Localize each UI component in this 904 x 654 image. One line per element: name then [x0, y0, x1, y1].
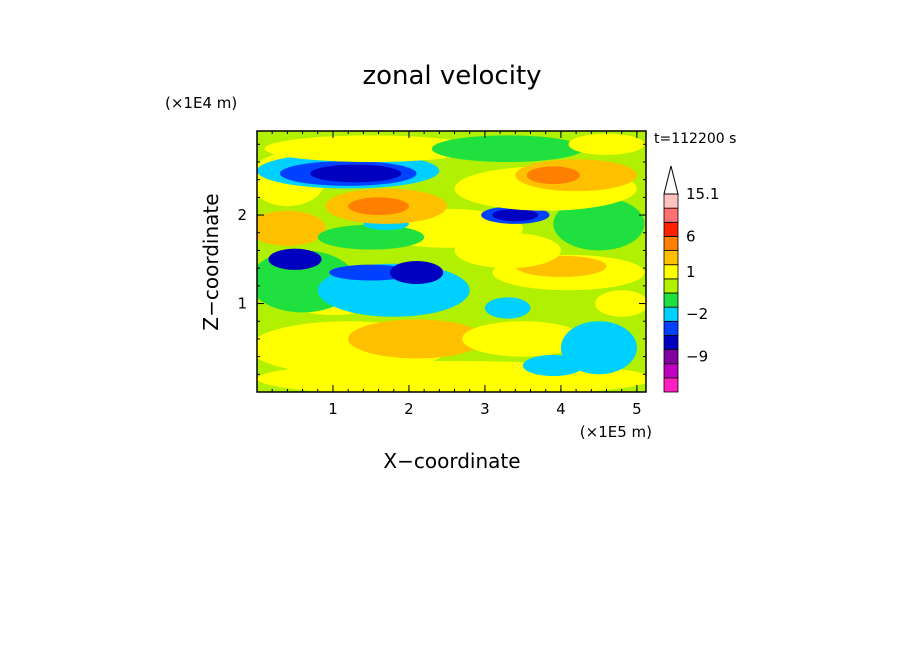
contour-region-28	[526, 166, 580, 185]
x-axis-ticks: 1 2 3 4 5	[271, 131, 642, 418]
time-label: t=112200 s	[654, 131, 736, 147]
chart-title: zonal velocity	[362, 61, 541, 91]
contour-region-21	[553, 197, 645, 251]
x-tick-label-3: 3	[480, 400, 490, 418]
plot-frame	[256, 130, 647, 393]
y-axis-ticks: 12	[237, 143, 646, 375]
colorbar-segment-1	[663, 363, 679, 379]
contour-region-11	[268, 248, 322, 270]
colorbar-segment-4	[663, 320, 679, 336]
contour-region-19	[317, 224, 425, 250]
contour-region-35	[568, 133, 645, 155]
contour-region-5	[522, 354, 584, 377]
colorbar-label-1: −2	[686, 305, 708, 323]
x-tick-label-5: 5	[632, 400, 642, 418]
y-unit-label: (×1E4 m)	[165, 94, 237, 112]
colorbar-segment-0	[663, 377, 679, 393]
colorbar-segment-10	[663, 236, 679, 251]
colorbar-label-0: −9	[686, 348, 708, 366]
contour-region-8	[595, 290, 646, 317]
contour-region-25	[348, 197, 409, 216]
contour-region-3	[462, 321, 584, 357]
colorbar-segment-5	[663, 306, 679, 322]
colorbar-segment-12	[663, 207, 679, 223]
colorbar-label-3: 6	[686, 227, 696, 245]
colorbar-segment-7	[663, 278, 679, 294]
y-tick-label-1: 1	[237, 295, 247, 313]
y-axis-label: Z−coordinate	[199, 193, 223, 330]
colorbar-segment-9	[663, 250, 679, 266]
contour-region-6	[484, 297, 531, 319]
colorbar-segment-11	[663, 221, 679, 237]
x-tick-label-4: 4	[556, 400, 566, 418]
colorbar: −9 −2 1 6 15.1	[663, 165, 719, 393]
colorbar-segment-6	[663, 292, 679, 308]
contour-region-23	[492, 208, 539, 222]
contour-region-18	[257, 210, 326, 247]
contour-region-13	[389, 261, 444, 285]
colorbar-label-2: 1	[686, 263, 696, 281]
contour-region-33	[264, 135, 478, 162]
x-axis-label: X−coordinate	[383, 449, 520, 473]
colorbar-segment-3	[663, 335, 679, 350]
colorbar-segment-2	[663, 349, 679, 365]
x-unit-label: (×1E5 m)	[580, 423, 652, 441]
contour-region-2	[348, 319, 485, 359]
colorbar-label-4: 15.1	[686, 185, 719, 203]
contour-region-34	[431, 135, 584, 162]
contour-region-32	[310, 164, 402, 183]
colorbar-extend-arrow	[663, 165, 679, 195]
x-tick-label-1: 1	[328, 400, 338, 418]
x-tick-label-2: 2	[404, 400, 414, 418]
colorbar-segment-8	[663, 264, 679, 280]
colorbar-segment-13	[663, 193, 679, 209]
contour-field	[257, 131, 646, 392]
y-tick-label-2: 2	[237, 206, 247, 224]
